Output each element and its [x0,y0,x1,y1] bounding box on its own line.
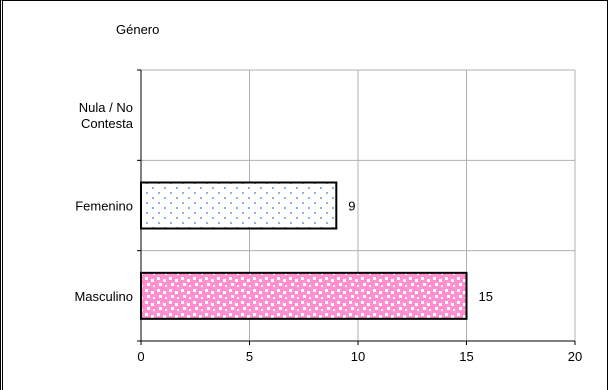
bar-femenino [140,181,338,230]
x-tick-label: 0 [137,349,144,364]
data-label: 9 [348,199,355,214]
bar-masculino [140,271,468,320]
x-tick-label: 5 [246,349,253,364]
category-label: Contesta [81,116,134,131]
x-tick-label: 10 [351,349,365,364]
category-label: Masculino [74,289,133,304]
data-label: 15 [479,289,493,304]
category-label: Nula / No [79,100,133,115]
category-label: Femenino [75,199,133,214]
chart-title: Género [116,22,160,37]
x-tick-label: 20 [568,349,582,364]
x-tick-label: 15 [459,349,473,364]
